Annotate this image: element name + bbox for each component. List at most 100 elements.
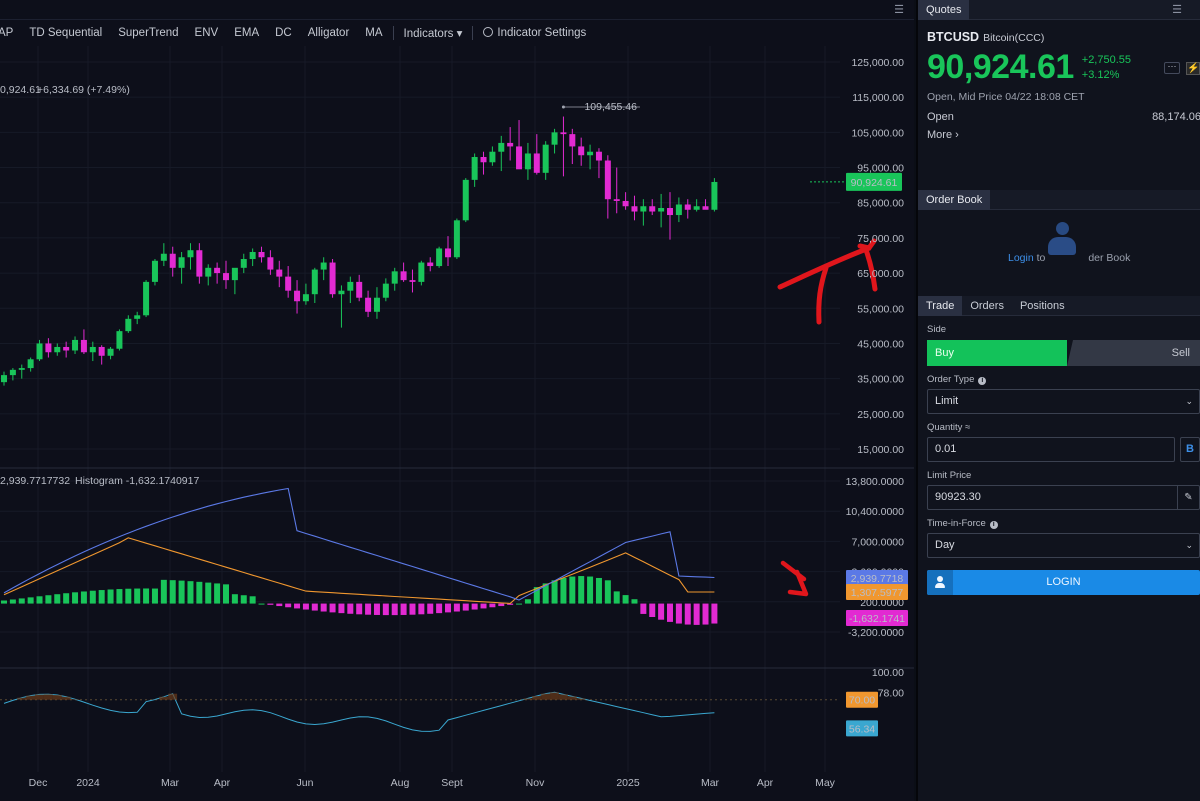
- chevron-down-icon: ⌄: [1185, 540, 1193, 550]
- macd-histogram-bar: [214, 583, 221, 604]
- macd-histogram-bar: [471, 603, 478, 610]
- buy-button[interactable]: Buy: [927, 340, 1067, 366]
- macd-histogram-bar: [400, 603, 407, 615]
- toolbar-item-td-sequential[interactable]: TD Sequential: [29, 27, 103, 39]
- macd-value-tag-label: 2,939.7718: [851, 573, 904, 585]
- candle-body: [72, 339, 79, 351]
- candle-body: [453, 220, 460, 258]
- price-axis-label: 65,000.00: [857, 268, 904, 280]
- toolbar-divider: [472, 26, 474, 40]
- toolbar-item-ap[interactable]: AP: [0, 27, 14, 39]
- menu-icon[interactable]: ☰: [1172, 4, 1182, 16]
- candle-body: [542, 144, 549, 173]
- toolbar-item-alligator[interactable]: Alligator: [307, 27, 350, 39]
- macd-histogram-bar: [338, 603, 345, 614]
- candle-body: [427, 262, 434, 267]
- price-axis-label: 125,000.00: [851, 57, 904, 69]
- macd-histogram-bar: [294, 603, 301, 609]
- rsi-upper-tag: [846, 691, 878, 708]
- candle-body: [27, 359, 34, 369]
- info-icon[interactable]: i: [978, 377, 987, 385]
- login-button[interactable]: LOGIN: [927, 570, 1200, 595]
- time-axis-label: Mar: [701, 777, 720, 789]
- macd-line: [3, 487, 715, 601]
- macd-histogram-bar: [542, 583, 549, 604]
- rsi-overbought-fill: [532, 696, 542, 700]
- macd-legend-histogram: Histogram -1,632.1740917: [75, 475, 199, 487]
- candle-body: [311, 269, 318, 295]
- candle-body: [231, 267, 238, 281]
- toolbar-item-ema[interactable]: EMA: [234, 27, 260, 39]
- candle-body: [711, 181, 718, 210]
- price-info-change: +6,334.69 (+7.49%): [37, 84, 130, 96]
- price-axis-label: 15,000.00: [857, 444, 904, 456]
- macd-value-tag: [846, 570, 908, 586]
- more-link[interactable]: More ›: [927, 129, 959, 141]
- candle-body: [516, 146, 523, 170]
- chart-top-strip: ☰: [0, 0, 914, 20]
- toolbar-item-supertrend[interactable]: SuperTrend: [118, 27, 179, 39]
- limit-price-input[interactable]: 90923.30 ✎: [927, 485, 1200, 510]
- quantity-input[interactable]: 0.01: [927, 437, 1175, 462]
- macd-histogram-bar: [533, 587, 540, 604]
- candle-body: [347, 281, 354, 291]
- candle-body: [107, 348, 114, 356]
- macd-axis-label: 13,800.0000: [846, 476, 905, 488]
- price-axis-label: 45,000.00: [857, 338, 904, 350]
- time-in-force-label: Time-in-Force i: [927, 518, 1200, 529]
- macd-axis-label: -3,200.0000: [848, 627, 904, 639]
- info-icon[interactable]: i: [989, 521, 998, 529]
- orderbook-login-link[interactable]: Login: [1008, 252, 1034, 264]
- candle-body: [480, 156, 487, 163]
- price-change-percent: +3.12%: [1081, 68, 1120, 81]
- toolbar-item-ma[interactable]: MA: [365, 27, 383, 39]
- candle-body: [80, 339, 87, 353]
- chart-area[interactable]: ☰ AP TD Sequential SuperTrend ENV EMA DC…: [0, 0, 914, 801]
- tab-trade[interactable]: Trade: [918, 295, 963, 316]
- time-in-force-select[interactable]: Day ⌄: [927, 533, 1200, 558]
- indicator-settings-button[interactable]: Indicator Settings: [475, 27, 594, 39]
- macd-histogram-bar: [587, 576, 594, 604]
- rsi-overbought-fill: [168, 693, 178, 700]
- macd-histogram-bar: [276, 603, 283, 607]
- tab-positions[interactable]: Positions: [1019, 299, 1065, 312]
- rsi-overbought-fill: [52, 695, 62, 700]
- rsi-overbought-fill: [26, 695, 36, 700]
- candle-body: [498, 142, 505, 152]
- quotes-panel: BTCUSD Bitcoin(CCC) ··· ⚡ 90,924.61 +2,7…: [918, 30, 1200, 190]
- macd-histogram-bar: [187, 581, 194, 604]
- macd-histogram-bar: [63, 593, 70, 604]
- menu-icon[interactable]: ☰: [894, 4, 904, 16]
- pencil-icon[interactable]: ✎: [1177, 486, 1199, 509]
- candle-body: [507, 142, 514, 147]
- macd-histogram-bar: [578, 576, 585, 604]
- tab-order-book[interactable]: Order Book: [918, 189, 991, 210]
- candle-body: [382, 283, 389, 298]
- candle-body: [125, 318, 132, 332]
- candle-body: [418, 262, 425, 282]
- candle-body: [445, 248, 451, 258]
- sell-button[interactable]: Sell: [1067, 340, 1200, 366]
- toolbar-item-env[interactable]: ENV: [194, 27, 219, 39]
- quantity-unit-button[interactable]: B: [1180, 437, 1200, 462]
- macd-histogram-bar: [462, 603, 469, 611]
- toolbar-item-dc[interactable]: DC: [275, 27, 292, 39]
- more-options-icon[interactable]: ···: [1164, 62, 1180, 74]
- indicators-dropdown[interactable]: Indicators ▾: [403, 28, 463, 40]
- macd-histogram-bar: [134, 588, 141, 604]
- candle-body: [684, 204, 691, 210]
- candle-body: [462, 179, 469, 221]
- candle-body: [9, 369, 16, 376]
- macd-histogram-bar: [347, 603, 354, 614]
- user-avatar-icon: [1048, 222, 1076, 260]
- open-label: Open: [927, 111, 954, 123]
- macd-value-tag: [846, 610, 908, 626]
- lightning-icon[interactable]: ⚡: [1186, 62, 1200, 75]
- tab-quotes[interactable]: Quotes: [918, 0, 970, 20]
- order-type-select[interactable]: Limit ⌄: [927, 389, 1200, 414]
- annotation-stroke: [863, 247, 878, 292]
- price-axis-label: 35,000.00: [857, 374, 904, 386]
- candle-body: [18, 368, 25, 370]
- price-chart[interactable]: 125,000.00 115,000.00 105,000.00 95,000.00 8…: [0, 46, 914, 801]
- tab-orders[interactable]: Orders: [970, 299, 1004, 312]
